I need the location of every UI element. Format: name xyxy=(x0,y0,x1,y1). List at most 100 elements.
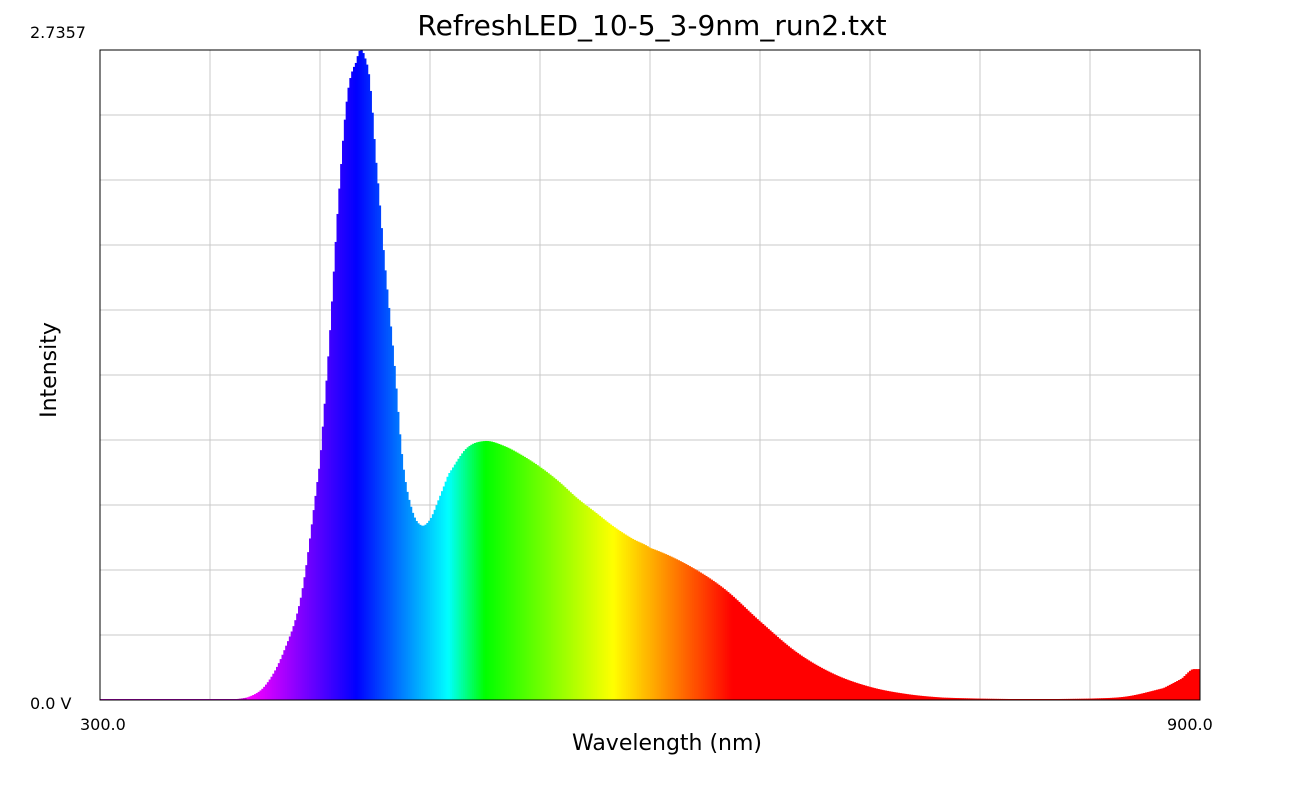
spectrum-band xyxy=(246,697,250,700)
spectrum-band xyxy=(919,695,922,700)
spectrum-band xyxy=(321,426,325,700)
spectrum-band xyxy=(838,676,842,700)
spectrum-band xyxy=(598,515,602,700)
spectrum-band xyxy=(327,356,330,700)
spectrum-band xyxy=(736,600,739,700)
spectrum-band xyxy=(673,558,677,700)
spectrum-band xyxy=(871,687,875,700)
spectrum-band xyxy=(1113,697,1117,700)
spectrum-band xyxy=(358,50,361,700)
spectrum-band xyxy=(420,525,424,700)
spectrum-band xyxy=(822,668,825,700)
spectrum-band xyxy=(288,636,292,700)
spectrum-band xyxy=(470,444,473,700)
spectrum-band xyxy=(303,577,306,700)
spectrum-band xyxy=(994,698,998,700)
spectrum-band xyxy=(479,441,482,700)
spectrum-band xyxy=(670,556,673,700)
spectrum-band xyxy=(969,698,972,700)
spectrum-band xyxy=(849,680,853,700)
spectrum-band xyxy=(604,520,607,700)
spectrum-band xyxy=(243,698,246,700)
spectrum-band xyxy=(430,517,433,700)
spectrum-band xyxy=(475,442,479,700)
spectrum-band xyxy=(765,627,768,700)
spectrum-band xyxy=(259,690,262,700)
spectrum-band xyxy=(833,674,836,700)
spectrum-band xyxy=(1187,672,1190,700)
spectrum-band xyxy=(497,443,501,700)
spectrum-band xyxy=(1079,698,1082,700)
spectrum-band xyxy=(409,506,413,700)
spectrum-band xyxy=(855,682,858,700)
spectrum-band xyxy=(444,481,448,700)
spectrum-band xyxy=(569,492,572,700)
spectrum-band xyxy=(815,664,818,700)
spectrum-band xyxy=(723,589,726,700)
spectrum-band xyxy=(650,548,653,700)
spectrum-band xyxy=(349,78,352,700)
spectrum-band xyxy=(734,598,737,700)
spectrum-band xyxy=(387,307,391,700)
spectrum-band xyxy=(756,619,759,700)
spectrum-band xyxy=(706,577,710,700)
spectrum-band xyxy=(794,651,798,700)
spectrum-band xyxy=(332,271,336,700)
spectrum-band xyxy=(254,694,257,700)
spectrum-band xyxy=(595,513,598,700)
spectrum-band xyxy=(683,563,686,700)
spectrum-band xyxy=(941,697,944,700)
spectrum-band xyxy=(386,289,389,700)
spectrum-band xyxy=(679,561,682,700)
spectrum-band xyxy=(450,470,453,700)
spectrum-band xyxy=(380,228,383,700)
spectrum-band xyxy=(376,183,380,700)
spectrum-band xyxy=(276,666,279,700)
spectrum-band xyxy=(692,568,695,700)
spectrum-band xyxy=(507,447,510,700)
spectrum-band xyxy=(580,501,583,700)
spectrum-band xyxy=(1190,669,1194,700)
spectrum-band xyxy=(1126,696,1130,700)
spectrum-band xyxy=(301,588,305,700)
spectrum-band xyxy=(560,483,563,700)
spectrum-band xyxy=(589,508,592,700)
spectrum-band xyxy=(584,504,587,700)
spectrum-band xyxy=(530,461,534,700)
spectrum-band xyxy=(635,540,638,700)
spectrum-band xyxy=(743,607,746,700)
spectrum-band xyxy=(343,119,347,700)
spectrum-band xyxy=(939,697,943,700)
spectrum-band xyxy=(558,482,561,700)
spectrum-band xyxy=(629,537,633,700)
spectrum-band xyxy=(1156,689,1159,700)
spectrum-band xyxy=(1194,669,1197,700)
spectrum-band xyxy=(1057,698,1060,700)
spectrum-band xyxy=(532,462,536,700)
spectrum-band xyxy=(1068,698,1071,700)
spectrum-band xyxy=(677,560,680,700)
spectrum-band xyxy=(930,696,933,700)
spectrum-band xyxy=(842,678,845,700)
spectrum-band xyxy=(809,661,812,700)
spectrum-band xyxy=(767,628,770,700)
spectrum-band xyxy=(716,583,719,700)
spectrum-band xyxy=(411,512,415,700)
spectrum-band xyxy=(631,538,635,700)
spectrum-band xyxy=(237,698,240,700)
spectrum-band xyxy=(325,380,328,700)
spectrum-band xyxy=(732,596,735,700)
spectrum-band xyxy=(848,680,851,700)
spectrum-band xyxy=(543,470,547,700)
x-axis-label: Wavelength (nm) xyxy=(572,731,762,756)
spectrum-band xyxy=(963,698,966,700)
spectrum-band xyxy=(923,696,926,700)
spectrum-band xyxy=(1117,697,1120,700)
spectrum-band xyxy=(320,450,323,700)
spectrum-band xyxy=(512,450,515,700)
spectrum-band xyxy=(959,698,963,700)
spectrum-band xyxy=(587,507,591,700)
spectrum-band xyxy=(529,460,532,700)
spectrum-band xyxy=(257,691,261,700)
spectrum-band xyxy=(437,500,440,700)
